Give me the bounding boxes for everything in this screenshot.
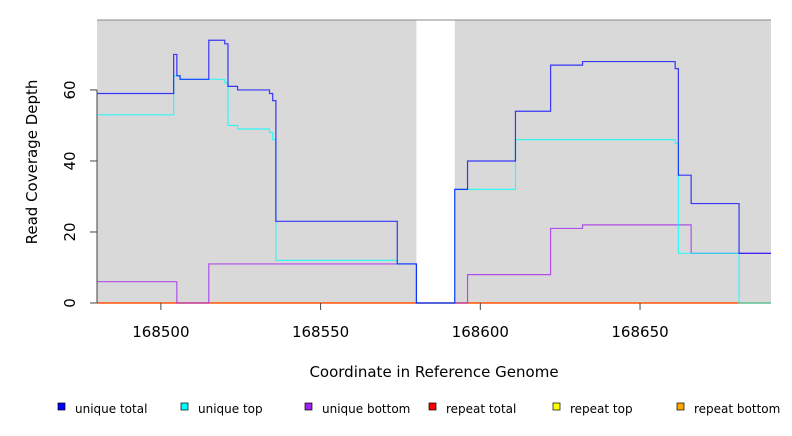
legend-item: repeat top xyxy=(552,402,633,416)
legend-label: unique total xyxy=(75,402,147,416)
shaded-region xyxy=(97,20,417,303)
y-tick-label: 0 xyxy=(61,298,79,308)
series-line-unique-bottom xyxy=(97,224,771,304)
legend-swatch xyxy=(428,402,437,411)
legend-swatch xyxy=(304,402,313,411)
x-tick-label: 168550 xyxy=(292,323,349,341)
legend-swatch xyxy=(180,402,189,411)
series-line-unique-total xyxy=(97,39,771,304)
legend-label: repeat top xyxy=(570,402,633,416)
y-tick-label: 40 xyxy=(61,151,79,170)
legend-label: unique top xyxy=(198,402,263,416)
y-tick-label: 60 xyxy=(61,80,79,99)
legend-item: repeat total xyxy=(428,402,516,416)
legend-label: repeat bottom xyxy=(694,402,780,416)
legend-label: unique bottom xyxy=(322,402,410,416)
legend-item: unique total xyxy=(57,402,147,416)
legend-swatch xyxy=(57,402,66,411)
x-tick-label: 168600 xyxy=(452,323,509,341)
y-tick-label: 20 xyxy=(61,222,79,241)
legend-item: repeat bottom xyxy=(676,402,780,416)
x-axis-label: Coordinate in Reference Genome xyxy=(309,363,558,381)
legend-item: unique bottom xyxy=(304,402,410,416)
y-axis-label: Read Coverage Depth xyxy=(23,80,41,245)
legend-label: repeat total xyxy=(446,402,516,416)
legend-swatch xyxy=(552,402,561,411)
x-tick-label: 168500 xyxy=(132,323,189,341)
legend-swatch xyxy=(676,402,685,411)
legend-item: unique top xyxy=(180,402,263,416)
x-tick-label: 168650 xyxy=(611,323,668,341)
